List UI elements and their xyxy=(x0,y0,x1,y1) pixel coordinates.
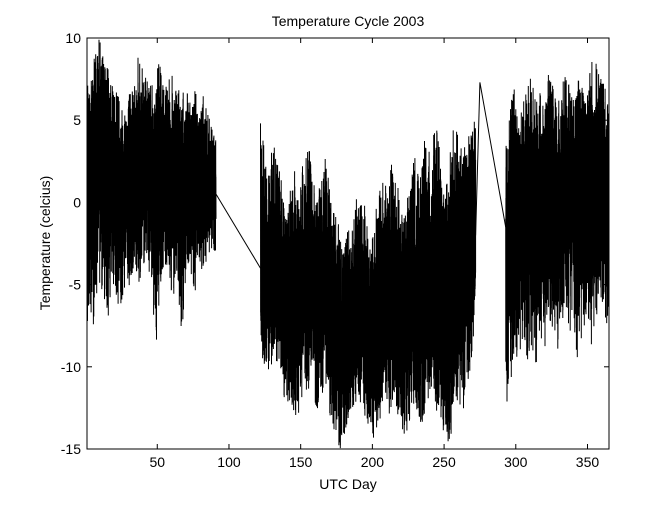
temperature-trace-segment-2 xyxy=(260,121,477,449)
plot-frame xyxy=(86,37,610,450)
temperature-trace-segment-1 xyxy=(87,39,217,340)
gap-connector-line-2 xyxy=(475,82,507,236)
axes-layer: 50 100 150 200 250 300 350 -15 -10 -5 0 5 10 xyxy=(61,30,610,470)
x-tick-label: 300 xyxy=(504,454,528,470)
x-tick-label: 50 xyxy=(149,454,165,470)
y-axis-label: Temperature (celcius) xyxy=(37,176,53,311)
x-axis-label: UTC Day xyxy=(319,476,377,492)
series-layer xyxy=(87,39,609,449)
chart-title: Temperature Cycle 2003 xyxy=(272,13,425,29)
x-tick-label: 100 xyxy=(217,454,241,470)
y-tick-label: 5 xyxy=(73,112,81,128)
y-tick-label: -5 xyxy=(69,277,82,293)
y-tick-label: 10 xyxy=(65,30,81,46)
gap-connector-line-1 xyxy=(215,193,261,269)
x-tick-label: 350 xyxy=(576,454,600,470)
y-tick-label: -15 xyxy=(61,441,81,457)
temperature-trace-segment-3 xyxy=(505,61,609,402)
x-tick-label: 250 xyxy=(432,454,456,470)
y-tick-label: -10 xyxy=(61,359,81,375)
x-tick-label: 150 xyxy=(289,454,313,470)
x-tick-label: 200 xyxy=(361,454,385,470)
y-tick-label: 0 xyxy=(73,194,81,210)
